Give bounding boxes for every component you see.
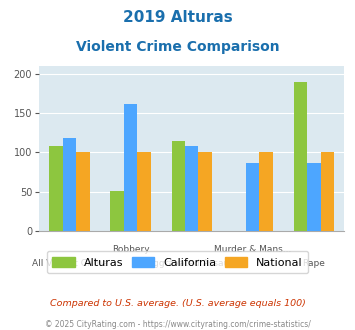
- Bar: [124, 104, 137, 231]
- Bar: [198, 152, 212, 231]
- Text: Rape: Rape: [302, 259, 325, 268]
- Text: Aggravated Assault: Aggravated Assault: [147, 259, 236, 268]
- Bar: [76, 152, 90, 231]
- Bar: [294, 82, 307, 231]
- Text: Compared to U.S. average. (U.S. average equals 100): Compared to U.S. average. (U.S. average …: [50, 299, 305, 308]
- Legend: Alturas, California, National: Alturas, California, National: [47, 251, 308, 273]
- Text: Violent Crime Comparison: Violent Crime Comparison: [76, 40, 279, 53]
- Text: © 2025 CityRating.com - https://www.cityrating.com/crime-statistics/: © 2025 CityRating.com - https://www.city…: [45, 320, 310, 329]
- Bar: [63, 138, 76, 231]
- Bar: [171, 142, 185, 231]
- Bar: [246, 163, 260, 231]
- Bar: [260, 152, 273, 231]
- Text: Murder & Mans...: Murder & Mans...: [214, 245, 291, 254]
- Bar: [137, 152, 151, 231]
- Bar: [49, 146, 63, 231]
- Bar: [185, 146, 198, 231]
- Text: All Violent Crime: All Violent Crime: [32, 259, 108, 268]
- Bar: [307, 163, 321, 231]
- Text: 2019 Alturas: 2019 Alturas: [122, 10, 233, 25]
- Bar: [321, 152, 334, 231]
- Text: Robbery: Robbery: [112, 245, 149, 254]
- Bar: [110, 191, 124, 231]
